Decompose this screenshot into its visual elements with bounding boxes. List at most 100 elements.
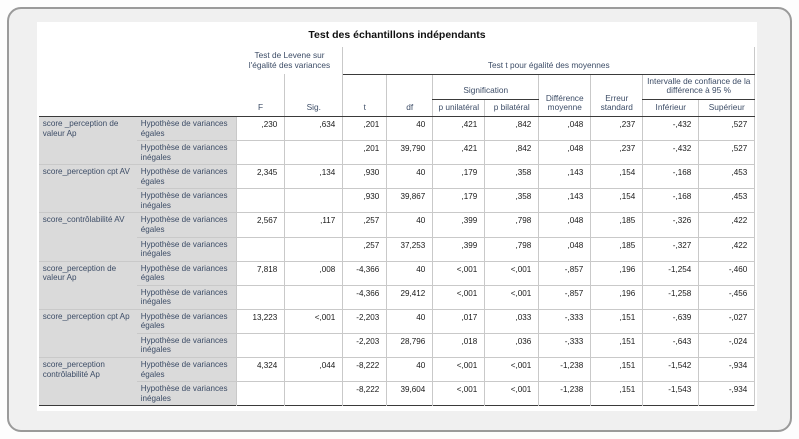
cell-p-bilateral: ,842 <box>484 140 539 165</box>
cell-sig-empty <box>284 284 343 310</box>
cell-p-unilateral: ,179 <box>432 188 485 213</box>
table-row: score_perception contrôlabilité Ap Hypot… <box>38 356 756 406</box>
header-col-t: t <box>342 74 387 118</box>
cell-df: 40 <box>386 260 433 286</box>
table-row: score_contrôlabilité AV Hypothèse de var… <box>38 212 756 262</box>
cell-df: 39,867 <box>386 188 433 213</box>
condition-label: Hypothèse de variances inégales <box>136 236 237 262</box>
cell-ci-upper: -,934 <box>698 356 756 382</box>
independent-samples-test-table: Test de Levene sur l'égalité des varianc… <box>38 47 756 407</box>
cell-ci-lower: -1,543 <box>642 381 699 406</box>
cell-f-empty <box>236 284 285 310</box>
condition-label: Hypothèse de variances inégales <box>136 284 237 310</box>
cell-mean-difference: -1,238 <box>538 356 591 382</box>
cell-sig: ,634 <box>284 116 343 141</box>
cell-f: 2,345 <box>236 164 285 189</box>
cell-ci-upper: ,527 <box>698 140 756 165</box>
cell-mean-difference: -,333 <box>538 332 591 358</box>
condition-label: Hypothèse de variances inégales <box>136 188 237 213</box>
cell-ci-lower: -,326 <box>642 212 699 238</box>
cell-p-unilateral: ,421 <box>432 140 485 165</box>
cell-std-error: ,185 <box>590 212 643 238</box>
header-col-std-error: Erreur standard <box>590 74 643 118</box>
table-title: Test des échantillons indépendants <box>308 29 486 41</box>
cell-t: ,257 <box>342 212 387 238</box>
header-corner <box>38 47 237 118</box>
group-label: score_contrôlabilité AV <box>38 212 137 262</box>
cell-p-bilateral: ,798 <box>484 212 539 238</box>
table-row: Hypothèse de variances inégales -8,222 3… <box>39 381 756 406</box>
cell-sig: ,044 <box>284 356 343 382</box>
cell-ci-lower: -1,254 <box>642 260 699 286</box>
cell-df: 39,604 <box>386 381 433 406</box>
cell-ci-lower: -,432 <box>642 140 699 165</box>
cell-t: -2,203 <box>342 332 387 358</box>
cell-p-unilateral: <,001 <box>432 284 485 310</box>
cell-df: 40 <box>386 308 433 334</box>
cell-sig: ,117 <box>284 212 343 238</box>
cell-t: -2,203 <box>342 308 387 334</box>
condition-label: Hypothèse de variances inégales <box>136 140 237 165</box>
cell-std-error: ,185 <box>590 236 643 262</box>
table-row: score_perception cpt Ap Hypothèse de var… <box>38 308 756 358</box>
cell-p-bilateral: ,842 <box>484 116 539 141</box>
condition-label: Hypothèse de variances égales <box>136 356 237 382</box>
cell-sig-empty <box>284 381 343 406</box>
cell-p-unilateral: ,179 <box>432 164 485 189</box>
cell-mean-difference: ,048 <box>538 236 591 262</box>
cell-std-error: ,196 <box>590 284 643 310</box>
group-label: score_perception contrôlabilité Ap <box>38 356 137 406</box>
output-card: Test des échantillons indépendants Test … <box>7 7 792 432</box>
table-row: Hypothèse de variances inégales ,930 39,… <box>39 188 756 213</box>
cell-t: -8,222 <box>342 381 387 406</box>
cell-p-bilateral: <,001 <box>484 260 539 286</box>
table-row: Hypothèse de variances inégales -4,366 2… <box>39 284 756 310</box>
cell-df: 40 <box>386 356 433 382</box>
cell-t: ,257 <box>342 236 387 262</box>
table-panel: Test des échantillons indépendants Test … <box>37 22 757 412</box>
cell-p-bilateral: ,358 <box>484 164 539 189</box>
cell-f: 4,324 <box>236 356 285 382</box>
cell-df: 39,790 <box>386 140 433 165</box>
header-ttest: Test t pour égalité des moyennes <box>342 47 756 75</box>
cell-mean-difference: -,857 <box>538 284 591 310</box>
cell-f-empty <box>236 236 285 262</box>
cell-ci-upper: -,456 <box>698 284 756 310</box>
header-row-spans: F Sig. t df Signification Différence moy… <box>39 74 756 118</box>
header-col-p-bilateral: p bilatéral <box>484 99 539 118</box>
cell-sig-empty <box>284 140 343 165</box>
cell-std-error: ,154 <box>590 164 643 189</box>
condition-label: Hypothèse de variances égales <box>136 308 237 334</box>
cell-p-bilateral: ,358 <box>484 188 539 213</box>
cell-mean-difference: ,143 <box>538 188 591 213</box>
cell-sig-empty <box>284 188 343 213</box>
cell-f-empty <box>236 332 285 358</box>
cell-p-bilateral: ,033 <box>484 308 539 334</box>
cell-sig: ,134 <box>284 164 343 189</box>
group-label: score_perception cpt Ap <box>38 308 137 358</box>
cell-sig: <,001 <box>284 308 343 334</box>
cell-df: 40 <box>386 116 433 141</box>
cell-df: 28,796 <box>386 332 433 358</box>
cell-ci-lower: -,327 <box>642 236 699 262</box>
group-label: score _perception de valeur Ap <box>38 116 137 165</box>
cell-p-unilateral: ,421 <box>432 116 485 141</box>
cell-std-error: ,151 <box>590 332 643 358</box>
cell-std-error: ,237 <box>590 116 643 141</box>
cell-std-error: ,154 <box>590 188 643 213</box>
cell-sig-empty <box>284 332 343 358</box>
cell-ci-upper: -,024 <box>698 332 756 358</box>
cell-f-empty <box>236 381 285 406</box>
header-col-df: df <box>386 74 433 118</box>
cell-ci-lower: -,168 <box>642 188 699 213</box>
cell-p-unilateral: ,018 <box>432 332 485 358</box>
condition-label: Hypothèse de variances égales <box>136 164 237 189</box>
cell-ci-upper: -,027 <box>698 308 756 334</box>
cell-ci-upper: -,934 <box>698 381 756 406</box>
cell-ci-upper: ,453 <box>698 188 756 213</box>
cell-p-bilateral: <,001 <box>484 356 539 382</box>
cell-df: 37,253 <box>386 236 433 262</box>
cell-f: ,230 <box>236 116 285 141</box>
cell-p-bilateral: <,001 <box>484 381 539 406</box>
cell-p-unilateral: <,001 <box>432 356 485 382</box>
